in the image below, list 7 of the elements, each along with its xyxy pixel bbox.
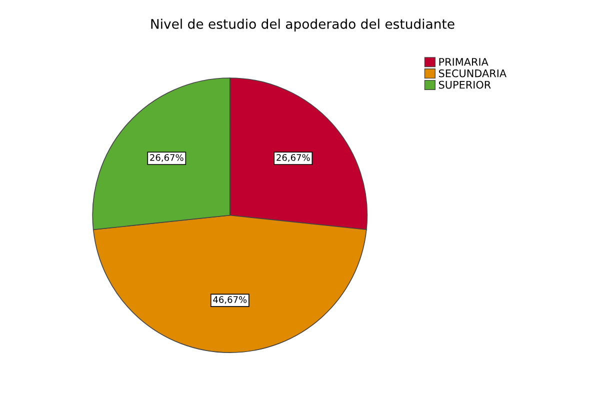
legend-label: SECUNDARIA xyxy=(438,69,506,78)
legend-label: SUPERIOR xyxy=(438,80,491,89)
legend-label: PRIMARIA xyxy=(439,58,488,66)
data-label: 26,67% xyxy=(150,154,184,162)
data-label: 46,67% xyxy=(213,296,247,304)
chart-title: Nivel de estudio del apoderado del estudiante xyxy=(151,18,454,32)
data-label: 26,67% xyxy=(276,154,310,162)
